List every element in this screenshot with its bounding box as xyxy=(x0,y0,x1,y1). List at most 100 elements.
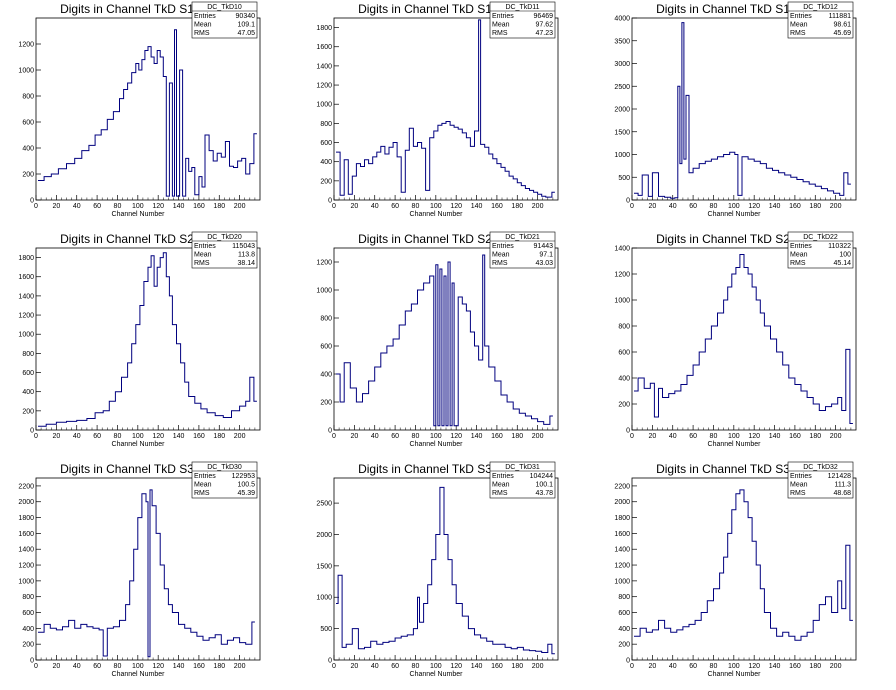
x-tick-label: 100 xyxy=(430,203,442,210)
y-tick-label: 2000 xyxy=(18,499,34,506)
stats-box: DC_TkD22 Entries 110322 Mean 100 RMS 45.14 xyxy=(787,231,854,269)
x-axis-label: Channel Number xyxy=(410,441,464,448)
stats-box: DC_TkD30 Entries 122953 Mean 100.5 RMS 45.39 xyxy=(191,461,258,499)
plot-frame xyxy=(631,477,857,661)
x-axis-label: Channel Number xyxy=(708,441,762,448)
stats-key: Mean xyxy=(492,22,510,29)
x-tick-label: 0 xyxy=(630,433,634,440)
stats-value: 43.78 xyxy=(535,490,553,497)
x-tick-label: 140 xyxy=(769,433,781,440)
x-tick-label: 200 xyxy=(830,663,842,670)
stats-key: RMS xyxy=(790,30,806,37)
y-tick-label: 1500 xyxy=(316,563,332,570)
histogram-svg: Digits in Channel TkD S1 P2 0 20 40 60 80 100 1… xyxy=(614,1,857,218)
x-tick-label: 40 xyxy=(669,663,677,670)
x-tick-label: 180 xyxy=(511,663,523,670)
x-tick-label: 60 xyxy=(689,433,697,440)
histogram-panel: Digits in Channel TkD S1 P2 0 20 40 60 80 100 1… xyxy=(596,0,894,230)
y-tick-label: 4000 xyxy=(614,16,630,23)
stats-key: RMS xyxy=(492,260,508,267)
x-axis-label: Channel Number xyxy=(112,441,166,448)
y-tick-label: 2500 xyxy=(316,501,332,508)
histogram-panel: Digits in Channel TkD S1 P0 0 20 40 60 80 100 1… xyxy=(0,0,298,230)
x-tick-label: 160 xyxy=(491,203,503,210)
stats-name: DC_TkD30 xyxy=(207,464,242,471)
y-tick-label: 800 xyxy=(22,94,34,101)
stats-name: DC_TkD12 xyxy=(803,4,838,11)
x-tick-label: 40 xyxy=(371,203,379,210)
y-tick-label: 1800 xyxy=(614,515,630,522)
y-tick-label: 3000 xyxy=(614,61,630,68)
stats-box: DC_TkD10 Entries 90340 Mean 109.1 RMS 47.05 xyxy=(191,1,258,39)
chart-title: Digits in Channel TkD S3 P2 xyxy=(656,462,808,476)
stats-name: DC_TkD31 xyxy=(505,464,540,471)
histogram-svg: Digits in Channel TkD S3 P0 0 20 40 60 80 100 1… xyxy=(18,461,261,678)
histogram-svg: Digits in Channel TkD S3 P2 0 20 40 60 80 100 1… xyxy=(614,461,857,678)
x-axis-label: Channel Number xyxy=(112,211,166,218)
x-tick-label: 60 xyxy=(93,663,101,670)
y-tick-label: 2200 xyxy=(18,483,34,490)
x-tick-label: 200 xyxy=(532,663,544,670)
y-tick-label: 1600 xyxy=(614,531,630,538)
x-tick-label: 100 xyxy=(132,433,144,440)
x-tick-label: 120 xyxy=(450,663,462,670)
stats-value: 100.5 xyxy=(237,482,255,489)
stats-value: 115043 xyxy=(232,243,255,250)
x-tick-label: 100 xyxy=(728,663,740,670)
stats-key: Entries xyxy=(194,13,216,20)
x-tick-label: 200 xyxy=(830,433,842,440)
stats-key: Entries xyxy=(790,13,812,20)
stats-value: 98.61 xyxy=(833,22,851,29)
y-tick-label: 1600 xyxy=(316,44,332,51)
y-tick-label: 400 xyxy=(22,389,34,396)
y-tick-label: 1200 xyxy=(614,272,630,279)
histogram-svg: Digits in Channel TkD S3 P1 0 20 40 60 80 100 1… xyxy=(316,461,559,678)
y-tick-label: 0 xyxy=(30,428,34,435)
y-tick-label: 1000 xyxy=(18,68,34,75)
x-tick-label: 20 xyxy=(52,433,60,440)
stats-key: Mean xyxy=(194,252,212,259)
y-tick-label: 1600 xyxy=(18,531,34,538)
y-tick-label: 400 xyxy=(22,626,34,633)
y-tick-label: 1200 xyxy=(18,563,34,570)
chart-title: Digits in Channel TkD S2 P2 xyxy=(656,232,808,246)
stats-key: RMS xyxy=(492,490,508,497)
stats-value: 113.8 xyxy=(238,252,255,259)
y-tick-label: 1400 xyxy=(18,547,34,554)
plot-frame xyxy=(333,477,559,661)
x-tick-label: 140 xyxy=(173,203,185,210)
stats-value: 90340 xyxy=(236,13,256,20)
chart-title: Digits in Channel TkD S2 P1 xyxy=(358,232,510,246)
x-tick-label: 200 xyxy=(234,663,246,670)
x-tick-label: 100 xyxy=(728,203,740,210)
y-tick-label: 1400 xyxy=(614,547,630,554)
stats-key: Entries xyxy=(790,243,812,250)
histogram-panel: Digits in Channel TkD S2 P2 0 20 40 60 80 100 1… xyxy=(596,230,894,460)
stats-value: 111.3 xyxy=(835,482,852,489)
x-tick-label: 180 xyxy=(511,203,523,210)
x-tick-label: 120 xyxy=(748,663,760,670)
x-tick-label: 180 xyxy=(213,433,225,440)
x-tick-label: 60 xyxy=(391,433,399,440)
y-tick-label: 1200 xyxy=(18,313,34,320)
histogram-panel: Digits in Channel TkD S1 P1 0 20 40 60 80 100 1… xyxy=(298,0,596,230)
y-tick-label: 600 xyxy=(320,344,332,351)
y-tick-label: 1400 xyxy=(316,63,332,70)
y-tick-label: 600 xyxy=(618,610,630,617)
y-tick-label: 1200 xyxy=(614,563,630,570)
x-axis-label: Channel Number xyxy=(410,671,464,678)
y-tick-label: 0 xyxy=(30,198,34,205)
y-tick-label: 800 xyxy=(618,324,630,331)
x-tick-label: 180 xyxy=(213,203,225,210)
stats-value: 45.69 xyxy=(833,30,851,37)
y-tick-label: 2200 xyxy=(614,483,630,490)
y-tick-label: 1800 xyxy=(18,255,34,262)
stats-key: RMS xyxy=(790,260,806,267)
y-tick-label: 400 xyxy=(618,376,630,383)
x-tick-label: 60 xyxy=(689,203,697,210)
y-tick-label: 200 xyxy=(22,642,34,649)
x-tick-label: 140 xyxy=(173,433,185,440)
y-tick-label: 200 xyxy=(22,172,34,179)
stats-name: DC_TkD21 xyxy=(505,234,540,241)
histogram-panel: Digits in Channel TkD S3 P1 0 20 40 60 80 100 1… xyxy=(298,460,596,690)
